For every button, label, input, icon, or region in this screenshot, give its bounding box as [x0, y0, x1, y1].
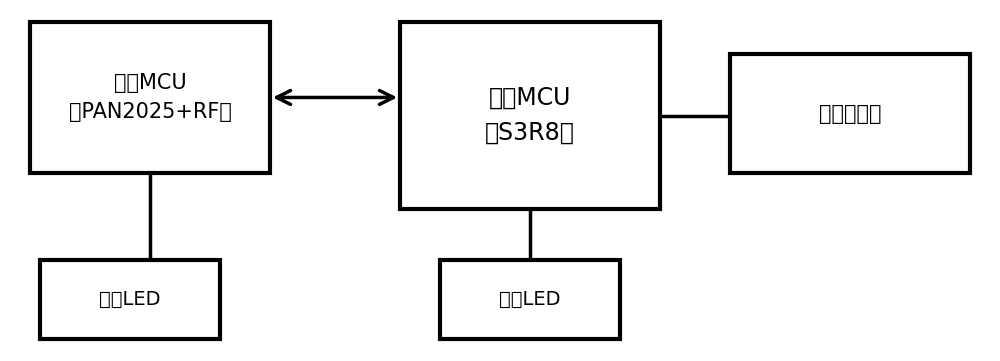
Text: 摄像头单元: 摄像头单元	[819, 104, 881, 124]
Bar	[30, 22, 270, 173]
Bar	[400, 22, 660, 209]
Text: 第一LED: 第一LED	[499, 290, 561, 309]
Text: 第二MCU
（PAN2025+RF）: 第二MCU （PAN2025+RF）	[69, 73, 231, 122]
Bar	[440, 260, 620, 339]
Bar	[40, 260, 220, 339]
Bar	[730, 54, 970, 173]
Text: 第二LED: 第二LED	[99, 290, 161, 309]
Text: 第一MCU
（S3R8）: 第一MCU （S3R8）	[485, 86, 575, 145]
